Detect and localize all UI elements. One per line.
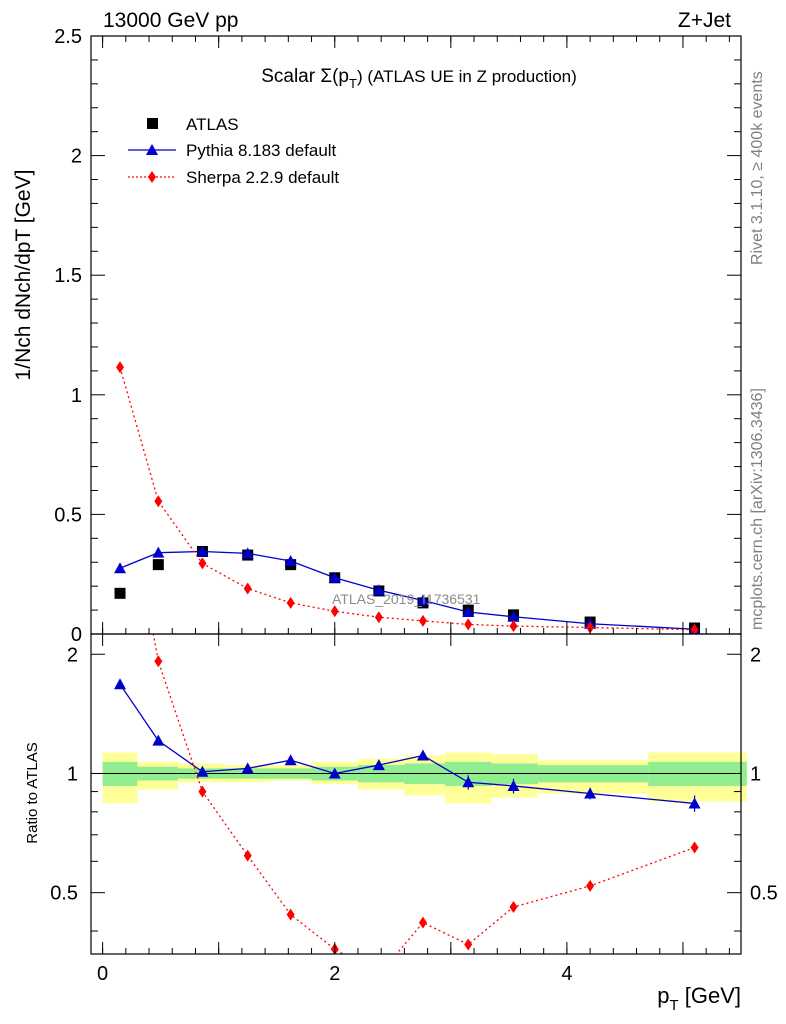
plot-title-sub: T [349, 76, 357, 91]
ratio-point-pythia-8-183-default [507, 779, 520, 791]
ratio-point-pythia-8-183-default [241, 762, 254, 774]
ratio-point-pythia-8-183-default [416, 749, 429, 761]
ratio-point-pythia-8-183-default [152, 734, 165, 746]
ratio-point-sherpa-2-2-9-default [116, 446, 124, 458]
ratio-tick-label: 1 [67, 763, 78, 785]
point-atlas [152, 559, 164, 571]
point-sherpa-2-2-9-default [509, 620, 518, 633]
mcplots-label: mcplots.cern.ch [arXiv:1306.3436] [749, 388, 766, 630]
x-axis-label-unit: [GeV] [679, 983, 741, 1008]
ratio-point-sherpa-2-2-9-default [154, 655, 163, 668]
ratio-point-sherpa-2-2-9-default [243, 849, 252, 862]
point-pythia-8-183-default [416, 594, 429, 606]
x-tick-label: 4 [561, 963, 572, 985]
ratio-point-pythia-8-183-default [196, 765, 209, 777]
ratio-point-sherpa-2-2-9-default [509, 901, 518, 914]
ratio-point-sherpa-2-2-9-default [375, 969, 383, 981]
point-sherpa-2-2-9-default [154, 495, 163, 508]
point-pythia-8-183-default [507, 610, 520, 622]
ratio-tick-label-right: 0.5 [750, 883, 778, 905]
y-tick-label: 0.5 [54, 504, 82, 526]
point-pythia-8-183-default [372, 584, 385, 596]
ratio-frame [90, 633, 742, 955]
ratio-point-sherpa-2-2-9-default [464, 938, 473, 951]
ratio-point-pythia-8-183-default [688, 797, 701, 809]
ratio-tick-label-right: 1 [750, 763, 761, 785]
header-left: 13000 GeV pp [103, 9, 238, 32]
point-pythia-8-183-default [284, 555, 297, 567]
ratio-point-pythia-8-183-default [462, 776, 475, 788]
x-axis-label-sub: T [669, 997, 678, 1014]
ratio-tick-label: 2 [67, 644, 78, 666]
ratio-point-sherpa-2-2-9-default [586, 879, 595, 892]
plot-title-post: ) (ATLAS UE in Z production) [357, 67, 577, 86]
ratio-point-pythia-8-183-default [284, 754, 297, 766]
point-sherpa-2-2-9-default [198, 557, 207, 570]
point-pythia-8-183-default [328, 571, 341, 583]
point-pythia-8-183-default [241, 547, 254, 559]
legend-label-pythia: Pythia 8.183 default [186, 141, 337, 160]
axis-ticks: 0 2 400.511.522.50.5 0.51 12 2 [50, 26, 778, 985]
analysis-watermark: ATLAS_2019_I1736531 [332, 591, 481, 607]
x-axis-label-main: p [657, 983, 669, 1008]
legend-marker-pythia [146, 144, 158, 155]
ratio-tick-label: 0.5 [50, 883, 78, 905]
point-sherpa-2-2-9-default [418, 614, 427, 627]
x-axis-label: pT [GeV] [657, 983, 741, 1014]
point-pythia-8-183-default [152, 546, 165, 558]
ratio-point-pythia-8-183-default [328, 767, 341, 779]
legend-label-atlas: ATLAS [186, 115, 239, 134]
legend-label-sherpa: Sherpa 2.2.9 default [186, 168, 339, 187]
point-atlas [114, 587, 126, 599]
y-axis-label: 1/Nch dNch/dpT [GeV] [12, 170, 35, 381]
header-right: Z+Jet [678, 9, 731, 32]
point-sherpa-2-2-9-default [374, 611, 383, 624]
plot-title: Scalar Σ(pT) (ATLAS UE in Z production) [261, 66, 577, 91]
y-tick-label: 2 [71, 146, 82, 168]
point-sherpa-2-2-9-default [116, 361, 125, 374]
y-tick-label: 1.5 [54, 265, 82, 287]
ratio-point-sherpa-2-2-9-default [690, 841, 699, 854]
point-pythia-8-183-default [196, 545, 209, 557]
y-tick-label: 2.5 [54, 26, 82, 48]
main-panel-series [114, 361, 701, 634]
ratio-panel-series [114, 446, 701, 981]
ratio-point-sherpa-2-2-9-default [418, 916, 427, 929]
legend: ATLAS Pythia 8.183 default Sherpa 2.2.9 … [128, 115, 339, 187]
series-layer [114, 361, 701, 981]
x-tick-label: 2 [329, 963, 340, 985]
point-pythia-8-183-default [114, 562, 127, 574]
ratio-point-sherpa-2-2-9-default [198, 785, 207, 798]
ratio-point-pythia-8-183-default [584, 787, 597, 799]
point-pythia-8-183-default [462, 605, 475, 617]
point-sherpa-2-2-9-default [586, 621, 595, 634]
y-tick-label: 1 [71, 385, 82, 407]
point-sherpa-2-2-9-default [286, 596, 295, 609]
ratio-line-sherpa-2-2-9-default [152, 634, 695, 954]
legend-marker-sherpa [148, 171, 156, 183]
x-tick-label: 0 [97, 963, 108, 985]
rivet-label: Rivet 3.1.10, ≥ 400k events [749, 71, 766, 265]
point-sherpa-2-2-9-default [690, 623, 699, 634]
ratio-point-pythia-8-183-default [114, 678, 127, 690]
point-sherpa-2-2-9-default [464, 618, 473, 631]
ratio-tick-label-right: 2 [750, 644, 761, 666]
series-line-pythia-8-183-default [119, 550, 695, 630]
legend-marker-atlas [147, 118, 158, 129]
plot-title-pre: Scalar Σ(p [261, 66, 349, 87]
ratio-axis-label: Ratio to ATLAS [24, 742, 41, 843]
ratio-point-sherpa-2-2-9-default [286, 908, 295, 921]
y-tick-label: 0 [71, 624, 82, 646]
point-sherpa-2-2-9-default [243, 582, 252, 595]
ratio-point-pythia-8-183-default [372, 759, 385, 771]
point-sherpa-2-2-9-default [330, 605, 339, 618]
ratio-line-pythia-8-183-default [119, 683, 695, 805]
